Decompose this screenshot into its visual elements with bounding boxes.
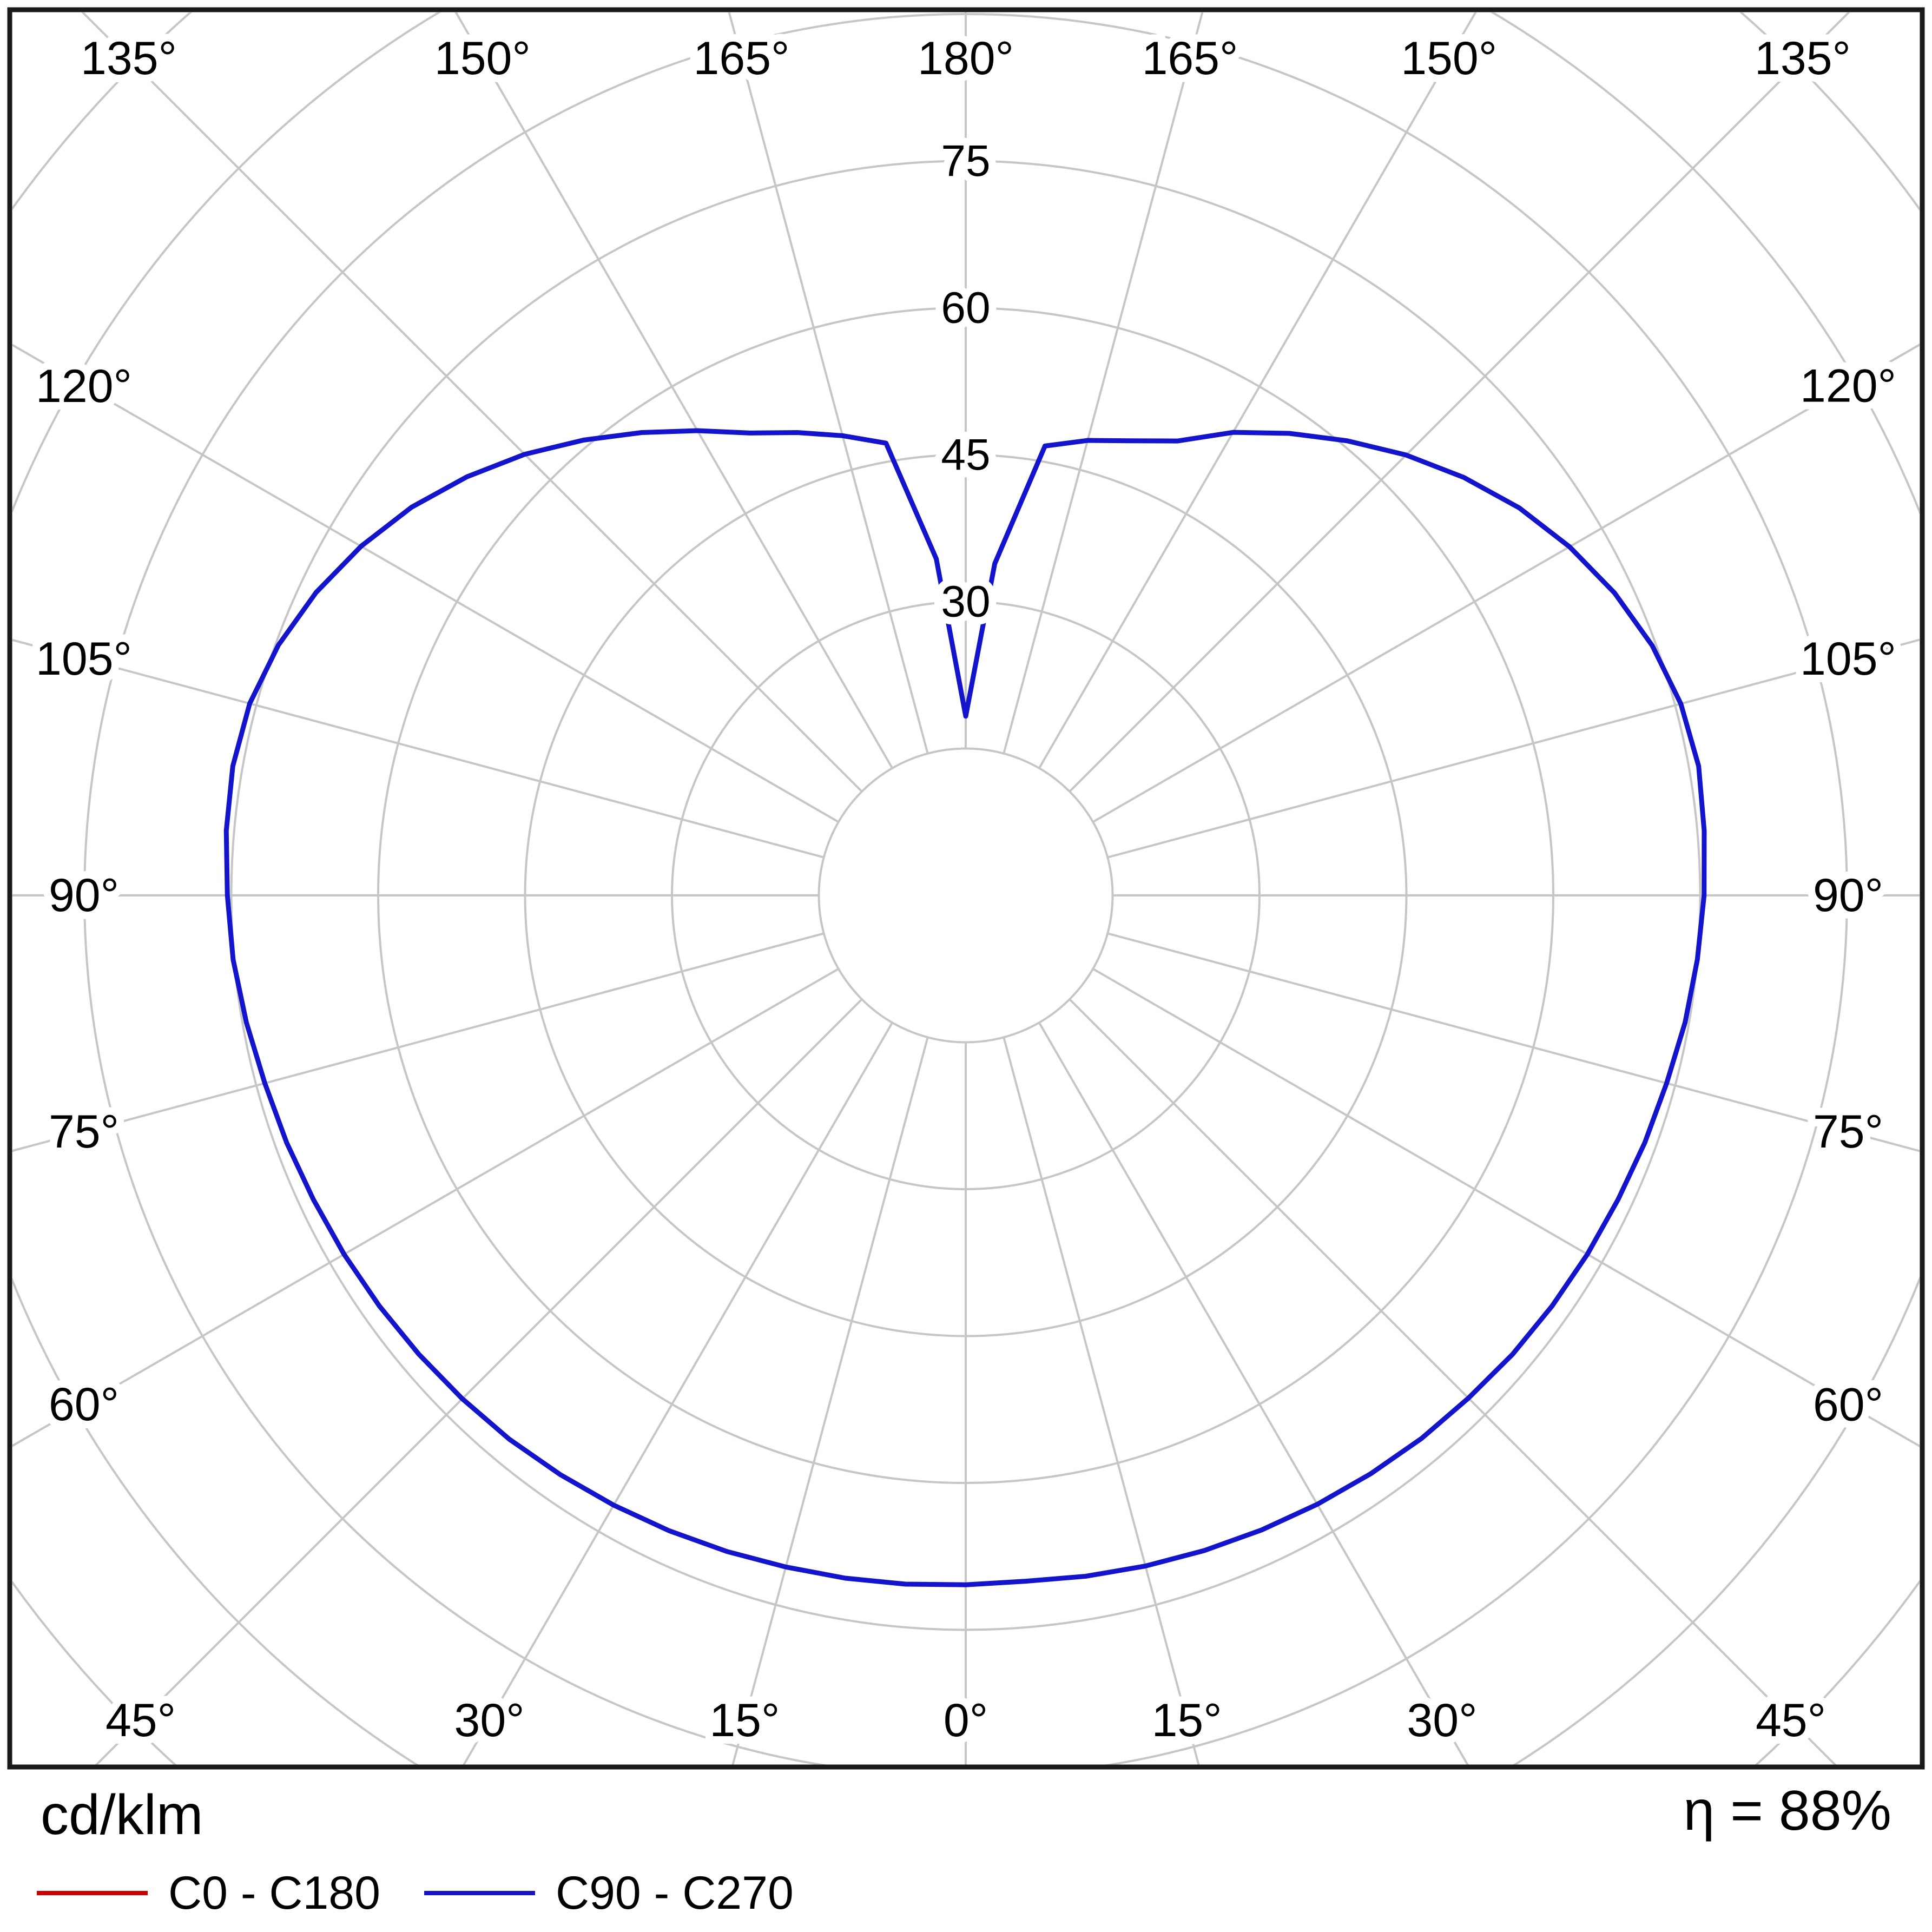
unit-label: cd/klm [41, 1784, 203, 1847]
chart-footer: cd/klm η = 88% C0 - C180 C90 - C270 [0, 1767, 1932, 1932]
legend-label-c90-c270: C90 - C270 [556, 1867, 794, 1919]
svg-text:45: 45 [941, 430, 990, 479]
svg-text:90°: 90° [49, 869, 119, 921]
svg-text:165°: 165° [694, 32, 790, 84]
efficiency-label: η = 88% [1683, 1779, 1891, 1842]
svg-text:45°: 45° [105, 1694, 176, 1746]
polar-chart: 30 45 60 75 0° 15° 15° 30° 30° 45° 45° 60° 60° 75° 75°… [7, 7, 1925, 1770]
legend-item-c0-c180: C0 - C180 [37, 1863, 380, 1923]
legend-label-c0-c180: C0 - C180 [168, 1867, 380, 1919]
svg-text:135°: 135° [1755, 32, 1851, 84]
svg-text:15°: 15° [709, 1694, 780, 1746]
svg-text:150°: 150° [434, 32, 531, 84]
svg-text:105°: 105° [1800, 633, 1896, 685]
svg-text:120°: 120° [36, 360, 132, 412]
legend-swatch-c0-c180 [37, 1891, 148, 1895]
legend-item-c90-c270: C90 - C270 [424, 1863, 794, 1923]
chart-border [7, 7, 1925, 1770]
svg-text:60°: 60° [49, 1379, 119, 1430]
svg-text:30: 30 [941, 577, 990, 627]
intensity-curve [223, 428, 1707, 1587]
svg-text:135°: 135° [81, 32, 177, 84]
svg-text:150°: 150° [1401, 32, 1497, 84]
legend: C0 - C180 C90 - C270 [0, 1863, 1932, 1923]
polar-grid [12, 12, 1920, 1765]
svg-text:90°: 90° [1813, 869, 1883, 921]
svg-text:30°: 30° [454, 1694, 525, 1746]
svg-text:0°: 0° [944, 1694, 988, 1746]
svg-text:15°: 15° [1152, 1694, 1222, 1746]
svg-text:75°: 75° [49, 1106, 119, 1158]
svg-text:30°: 30° [1407, 1694, 1477, 1746]
svg-text:45°: 45° [1756, 1694, 1826, 1746]
svg-text:75°: 75° [1813, 1106, 1883, 1158]
svg-text:120°: 120° [1800, 360, 1896, 412]
legend-swatch-c90-c270 [424, 1891, 535, 1895]
axis-labels: 30 45 60 75 0° 15° 15° 30° 30° 45° 45° 60° 60° 75° 75°… [28, 25, 1904, 1754]
svg-text:75: 75 [941, 136, 990, 186]
svg-text:60°: 60° [1813, 1379, 1883, 1431]
svg-text:165°: 165° [1142, 32, 1238, 84]
svg-text:105°: 105° [36, 633, 132, 685]
svg-text:180°: 180° [918, 32, 1014, 84]
svg-text:60: 60 [941, 283, 990, 333]
